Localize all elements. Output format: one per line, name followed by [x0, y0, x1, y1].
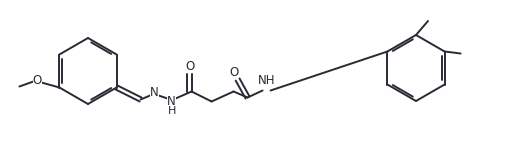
Text: H: H [167, 106, 176, 116]
Text: O: O [229, 66, 238, 79]
Text: O: O [33, 74, 42, 87]
Text: O: O [185, 60, 194, 73]
Text: N: N [150, 86, 159, 99]
Text: N: N [167, 95, 176, 108]
Text: NH: NH [258, 74, 275, 87]
